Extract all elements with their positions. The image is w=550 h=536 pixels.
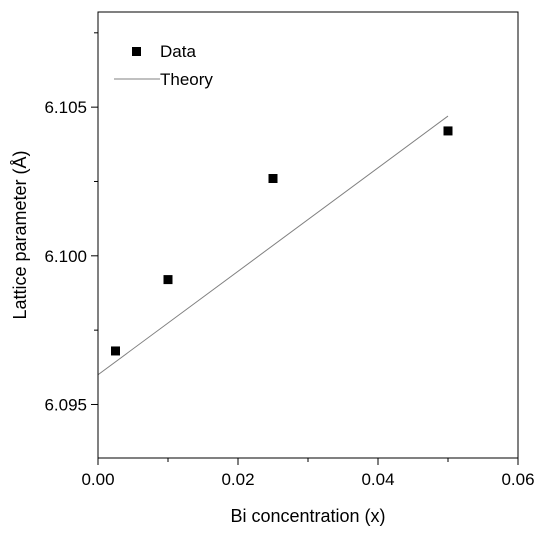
legend-theory-label: Theory: [160, 70, 213, 89]
x-tick-label: 0.02: [221, 470, 254, 489]
data-point: [443, 126, 453, 136]
x-tick-label: 0.04: [361, 470, 394, 489]
y-tick-label: 6.095: [44, 395, 87, 414]
axis-ticks: 0.00 0.02 0.04 0.06 6.095 6.100 6.105: [44, 32, 535, 489]
plot-frame: [97, 11, 519, 459]
data-point: [111, 346, 120, 356]
data-point: [268, 174, 278, 184]
legend-data-marker: [132, 47, 141, 56]
y-axis-title: Lattice parameter (Å): [10, 150, 30, 319]
theory-line: [97, 115, 449, 376]
y-tick-label: 6.100: [44, 247, 87, 266]
x-tick-label: 0.00: [81, 470, 114, 489]
plot-marks: [97, 115, 453, 376]
y-axis-title-group: Lattice parameter (Å): [10, 150, 30, 319]
x-tick-label: 0.06: [501, 470, 534, 489]
legend-data-label: Data: [160, 42, 196, 61]
y-tick-label: 6.105: [44, 98, 87, 117]
legend: Data Theory: [114, 42, 213, 89]
x-axis-title: Bi concentration (x): [230, 506, 385, 526]
data-point: [163, 275, 173, 285]
